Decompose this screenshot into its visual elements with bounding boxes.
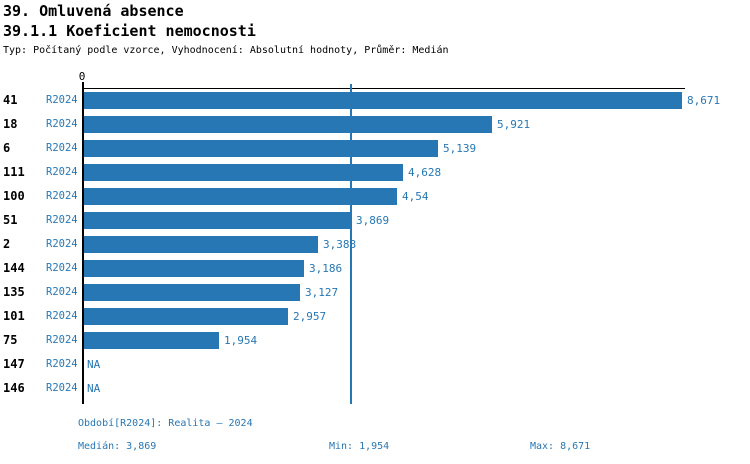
row-entity-id: 135 xyxy=(3,285,25,299)
chart-row: 2 R2024 3,388 xyxy=(0,236,750,253)
indicator-meta: Typ: Počítaný podle vzorce, Vyhodnocení:… xyxy=(3,45,449,56)
value-bar xyxy=(84,188,397,205)
row-entity-id: 41 xyxy=(3,93,18,107)
row-entity-id: 75 xyxy=(3,333,18,347)
row-period-label: R2024 xyxy=(46,310,78,322)
row-entity-id: 18 xyxy=(3,117,18,131)
row-value-label: 3,127 xyxy=(305,286,339,299)
x-axis-zero-tick-label: 0 xyxy=(78,70,86,83)
row-period-label: R2024 xyxy=(46,286,78,298)
row-value-label: 5,921 xyxy=(497,118,531,131)
row-period-label: R2024 xyxy=(46,118,78,130)
chart-row: 135 R2024 3,127 xyxy=(0,284,750,301)
chart-row: 100 R2024 4,54 xyxy=(0,188,750,205)
row-entity-id: 2 xyxy=(3,237,11,251)
median-reference-line xyxy=(350,84,352,404)
row-value-label: 2,957 xyxy=(293,310,327,323)
row-entity-id: 146 xyxy=(3,381,25,395)
row-entity-id: 147 xyxy=(3,357,25,371)
row-value-label: 1,954 xyxy=(224,334,258,347)
chart-row: 6 R2024 5,139 xyxy=(0,140,750,157)
chart-row: 146 R2024 NA xyxy=(0,380,750,397)
chart-row: 41 R2024 8,671 xyxy=(0,92,750,109)
row-entity-id: 51 xyxy=(3,213,18,227)
chart-row: 111 R2024 4,628 xyxy=(0,164,750,181)
value-bar xyxy=(84,308,288,325)
row-value-label: NA xyxy=(87,382,101,395)
value-bar xyxy=(84,332,219,349)
row-period-label: R2024 xyxy=(46,382,78,394)
row-value-label: NA xyxy=(87,358,101,371)
chart-row: 18 R2024 5,921 xyxy=(0,116,750,133)
row-value-label: 5,139 xyxy=(443,142,477,155)
y-axis-line xyxy=(82,82,84,404)
report-title: 39. Omluvená absence xyxy=(3,2,184,20)
row-entity-id: 6 xyxy=(3,141,11,155)
row-entity-id: 101 xyxy=(3,309,25,323)
row-entity-id: 144 xyxy=(3,261,25,275)
row-period-label: R2024 xyxy=(46,358,78,370)
chart-row: 144 R2024 3,186 xyxy=(0,260,750,277)
chart-row: 147 R2024 NA xyxy=(0,356,750,373)
chart-row: 75 R2024 1,954 xyxy=(0,332,750,349)
value-bar xyxy=(84,212,351,229)
chart-row: 51 R2024 3,869 xyxy=(0,212,750,229)
row-period-label: R2024 xyxy=(46,334,78,346)
value-bar xyxy=(84,140,438,157)
row-value-label: 4,628 xyxy=(408,166,442,179)
row-value-label: 3,186 xyxy=(309,262,343,275)
row-value-label: 3,388 xyxy=(323,238,357,251)
row-period-label: R2024 xyxy=(46,262,78,274)
footer-period-legend: Období[R2024]: Realita – 2024 xyxy=(78,418,253,429)
x-axis-line xyxy=(82,88,685,89)
row-value-label: 4,54 xyxy=(402,190,429,203)
row-period-label: R2024 xyxy=(46,142,78,154)
footer-max-stat: Max: 8,671 xyxy=(530,441,591,452)
footer-median-stat: Medián: 3,869 xyxy=(78,441,157,452)
row-period-label: R2024 xyxy=(46,214,78,226)
indicator-title: 39.1.1 Koeficient nemocnosti xyxy=(3,22,256,40)
footer-min-stat: Min: 1,954 xyxy=(329,441,390,452)
value-bar xyxy=(84,236,318,253)
row-entity-id: 111 xyxy=(3,165,25,179)
value-bar xyxy=(84,116,492,133)
row-entity-id: 100 xyxy=(3,189,25,203)
row-period-label: R2024 xyxy=(46,238,78,250)
value-bar xyxy=(84,284,300,301)
value-bar xyxy=(84,92,682,109)
row-period-label: R2024 xyxy=(46,94,78,106)
row-period-label: R2024 xyxy=(46,166,78,178)
row-value-label: 3,869 xyxy=(356,214,390,227)
row-value-label: 8,671 xyxy=(687,94,721,107)
chart-row: 101 R2024 2,957 xyxy=(0,308,750,325)
row-period-label: R2024 xyxy=(46,190,78,202)
value-bar xyxy=(84,164,403,181)
value-bar xyxy=(84,260,304,277)
